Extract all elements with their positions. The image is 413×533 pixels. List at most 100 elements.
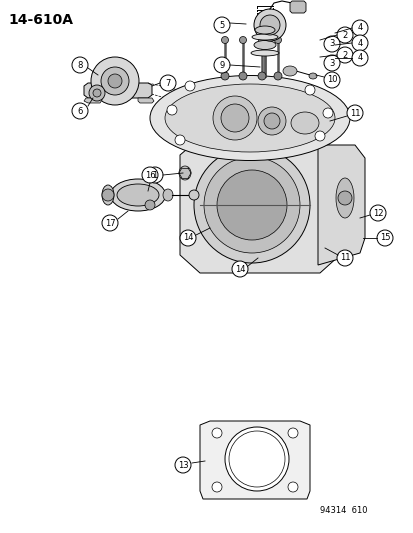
Circle shape (257, 107, 285, 135)
Circle shape (273, 72, 281, 80)
Text: 4: 4 (356, 53, 362, 62)
Circle shape (369, 205, 385, 221)
Circle shape (351, 20, 367, 36)
Circle shape (314, 131, 324, 141)
Circle shape (231, 261, 247, 277)
Circle shape (211, 428, 221, 438)
Text: 2: 2 (342, 51, 347, 60)
Circle shape (346, 105, 362, 121)
Circle shape (336, 47, 352, 63)
Circle shape (323, 55, 339, 71)
Circle shape (180, 230, 195, 246)
Ellipse shape (308, 73, 316, 79)
Text: 6: 6 (77, 107, 83, 116)
Circle shape (221, 72, 228, 80)
Text: 17: 17 (104, 219, 115, 228)
Ellipse shape (221, 36, 228, 44)
Text: 14: 14 (234, 264, 244, 273)
Circle shape (142, 167, 158, 183)
Circle shape (102, 215, 118, 231)
Circle shape (101, 67, 129, 95)
Polygon shape (199, 421, 309, 499)
Circle shape (194, 147, 309, 263)
Text: 12: 12 (372, 208, 382, 217)
Text: 8: 8 (77, 61, 83, 69)
Text: 2: 2 (342, 30, 347, 39)
Circle shape (216, 170, 286, 240)
Text: 3: 3 (328, 59, 334, 68)
Text: 4: 4 (356, 38, 362, 47)
Circle shape (336, 250, 352, 266)
Polygon shape (84, 98, 102, 103)
Circle shape (102, 189, 114, 201)
Ellipse shape (282, 66, 296, 76)
Circle shape (287, 428, 297, 438)
Ellipse shape (335, 178, 353, 218)
Ellipse shape (189, 190, 199, 200)
Circle shape (211, 482, 221, 492)
Circle shape (175, 135, 185, 145)
Circle shape (89, 85, 105, 101)
Polygon shape (289, 1, 305, 13)
Ellipse shape (274, 36, 281, 44)
Circle shape (175, 457, 190, 473)
Ellipse shape (150, 76, 349, 160)
Circle shape (214, 57, 230, 73)
Polygon shape (84, 83, 152, 98)
Ellipse shape (239, 36, 246, 44)
Circle shape (287, 482, 297, 492)
Ellipse shape (163, 189, 173, 201)
Ellipse shape (178, 166, 190, 180)
Circle shape (336, 27, 352, 43)
Ellipse shape (258, 36, 265, 44)
Circle shape (257, 72, 266, 80)
Text: 14: 14 (182, 233, 193, 243)
Text: 7: 7 (165, 78, 170, 87)
Circle shape (93, 89, 101, 97)
Circle shape (166, 105, 177, 115)
Circle shape (72, 57, 88, 73)
Circle shape (204, 157, 299, 253)
Text: 5: 5 (219, 20, 224, 29)
Circle shape (108, 74, 122, 88)
Text: 11: 11 (349, 109, 359, 117)
Ellipse shape (110, 179, 165, 211)
Circle shape (323, 36, 339, 52)
Circle shape (147, 167, 163, 183)
Ellipse shape (254, 41, 275, 50)
Circle shape (322, 108, 332, 118)
Circle shape (159, 75, 176, 91)
Circle shape (337, 191, 351, 205)
Ellipse shape (252, 34, 277, 40)
Text: 11: 11 (339, 254, 349, 262)
Circle shape (221, 104, 248, 132)
Circle shape (145, 200, 154, 210)
Text: 13: 13 (177, 461, 188, 470)
Ellipse shape (250, 50, 278, 56)
Text: 3: 3 (328, 39, 334, 49)
Circle shape (228, 431, 284, 487)
Text: 10: 10 (326, 76, 337, 85)
Circle shape (351, 50, 367, 66)
Polygon shape (180, 138, 339, 273)
Text: 1: 1 (152, 171, 157, 180)
Ellipse shape (290, 112, 318, 134)
Text: 15: 15 (379, 233, 389, 243)
Circle shape (214, 17, 230, 33)
Text: 14-610A: 14-610A (8, 13, 73, 27)
Polygon shape (317, 145, 364, 265)
Text: 9: 9 (219, 61, 224, 69)
Circle shape (212, 96, 256, 140)
Text: 94314  610: 94314 610 (319, 506, 367, 515)
Circle shape (259, 15, 279, 35)
Polygon shape (138, 98, 154, 103)
Ellipse shape (254, 26, 274, 34)
Circle shape (238, 72, 247, 80)
Circle shape (263, 113, 279, 129)
Circle shape (185, 81, 195, 91)
Circle shape (323, 72, 339, 88)
Ellipse shape (165, 84, 334, 152)
Ellipse shape (102, 185, 114, 205)
Circle shape (376, 230, 392, 246)
Circle shape (72, 103, 88, 119)
